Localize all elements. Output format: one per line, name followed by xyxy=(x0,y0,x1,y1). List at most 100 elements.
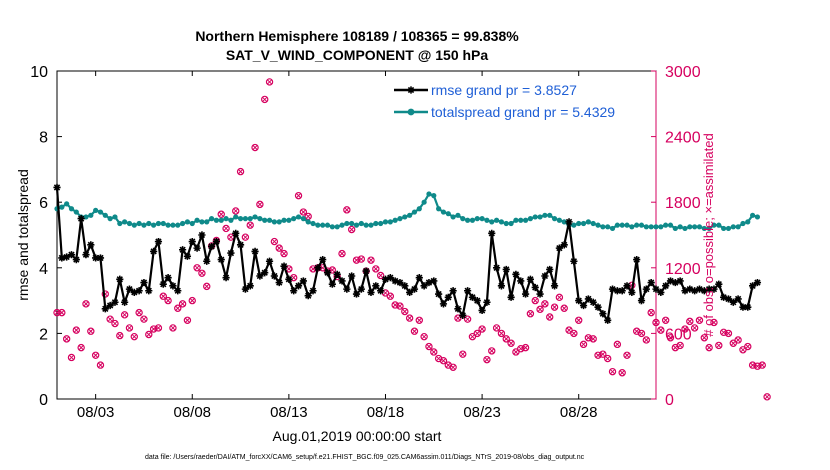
obs-possible-marker xyxy=(507,339,515,347)
rmse-point xyxy=(686,285,694,293)
spread-point xyxy=(571,222,577,228)
spread-point xyxy=(556,217,562,223)
obs-assimilated-marker xyxy=(407,315,412,321)
obs-point xyxy=(478,325,486,333)
obs-possible-marker xyxy=(62,335,71,343)
obs-possible-marker xyxy=(744,342,752,351)
obs-assimilated-marker xyxy=(431,349,437,355)
rmse-series xyxy=(53,183,762,324)
spread-point xyxy=(373,220,379,227)
obs-point xyxy=(608,367,617,376)
obs-point xyxy=(280,249,288,258)
rmse-point xyxy=(720,293,728,301)
spread-point xyxy=(643,224,649,230)
spread-point xyxy=(170,222,176,228)
spread-point xyxy=(382,219,389,225)
obs-point xyxy=(555,293,564,302)
rmse-point xyxy=(531,283,539,292)
obs-point xyxy=(96,361,105,369)
spread-point xyxy=(165,222,171,228)
obs-possible-marker xyxy=(77,343,85,352)
rmse-point xyxy=(662,282,670,290)
spread-point xyxy=(262,217,268,223)
rmse-point xyxy=(328,280,336,288)
spread-point xyxy=(131,222,137,228)
spread-point xyxy=(402,214,408,220)
obs-possible-marker xyxy=(430,348,438,356)
spread-point xyxy=(421,199,427,205)
rmse-point xyxy=(502,265,510,274)
obs-possible-marker xyxy=(198,269,206,277)
obs-point xyxy=(565,326,573,334)
obs-possible-marker xyxy=(222,224,230,233)
chart-title-line1: Northern Hemisphere 108189 / 108365 = 99… xyxy=(195,28,519,44)
obs-assimilated-marker xyxy=(441,358,446,364)
spread-point xyxy=(754,214,761,220)
rmse-point xyxy=(536,290,544,298)
obs-assimilated-marker xyxy=(64,336,70,342)
obs-point xyxy=(53,308,61,317)
rmse-point xyxy=(430,277,438,285)
obs-possible-marker xyxy=(135,308,143,317)
rmse-point xyxy=(338,277,346,285)
rmse-point xyxy=(517,277,525,285)
spread-point xyxy=(624,222,630,228)
spread-point xyxy=(411,209,418,215)
legend-rmse-marker xyxy=(407,86,415,94)
obs-assimilated-marker xyxy=(682,326,688,332)
obs-assimilated-marker xyxy=(180,301,185,307)
rmse-point xyxy=(676,277,684,285)
rmse-point xyxy=(749,282,757,290)
obs-possible-marker xyxy=(695,316,704,324)
spread-point xyxy=(349,220,355,227)
obs-possible-marker xyxy=(280,249,288,258)
obs-assimilated-marker xyxy=(98,362,103,368)
rmse-point xyxy=(53,183,61,192)
spread-point xyxy=(141,222,147,228)
spread-point xyxy=(527,216,534,222)
obs-possible-marker xyxy=(164,296,172,305)
y-tick-label-left: 4 xyxy=(39,261,48,278)
obs-assimilated-marker xyxy=(373,266,379,272)
spread-point xyxy=(88,212,94,218)
chart-title-line2: SAT_V_WIND_COMPONENT @ 150 hPa xyxy=(226,47,489,63)
spread-point xyxy=(479,216,485,222)
rmse-point xyxy=(633,256,641,264)
obs-assimilated-marker xyxy=(706,345,712,350)
obs-point xyxy=(120,311,129,319)
y-tick-label-right: 3000 xyxy=(665,64,701,81)
spread-point xyxy=(339,222,345,228)
spread-point xyxy=(469,217,476,223)
rmse-point xyxy=(734,295,742,303)
obs-possible-marker xyxy=(367,256,375,264)
obs-assimilated-marker xyxy=(740,347,746,353)
x-axis: 08/03 08/08 08/13 08/18 08/23 08/28 xyxy=(77,71,597,421)
spread-point xyxy=(194,217,200,223)
spread-point xyxy=(445,211,451,217)
obs-possible-marker xyxy=(53,308,61,317)
spread-point xyxy=(503,220,509,227)
obs-point xyxy=(492,324,501,332)
obs-assimilated-marker xyxy=(387,293,393,299)
rmse-point xyxy=(425,278,433,287)
spread-point xyxy=(387,219,393,225)
rmse-point xyxy=(512,270,520,278)
rmse-point xyxy=(198,231,206,239)
rmse-point xyxy=(106,301,114,310)
obs-point xyxy=(265,78,274,86)
obs-assimilated-marker xyxy=(88,328,94,334)
obs-point xyxy=(531,296,539,305)
obs-assimilated-marker xyxy=(528,311,533,317)
obs-point xyxy=(521,343,530,352)
spread-point xyxy=(426,191,432,197)
obs-assimilated-marker xyxy=(759,362,765,368)
obs-assimilated-marker xyxy=(465,316,470,322)
rmse-point xyxy=(92,254,100,262)
spread-point xyxy=(465,217,471,223)
obs-possible-marker xyxy=(546,313,554,321)
spread-point xyxy=(638,222,645,228)
obs-point xyxy=(217,210,225,218)
spread-point xyxy=(629,224,635,230)
obs-point xyxy=(512,348,520,356)
obs-assimilated-marker xyxy=(194,265,200,271)
